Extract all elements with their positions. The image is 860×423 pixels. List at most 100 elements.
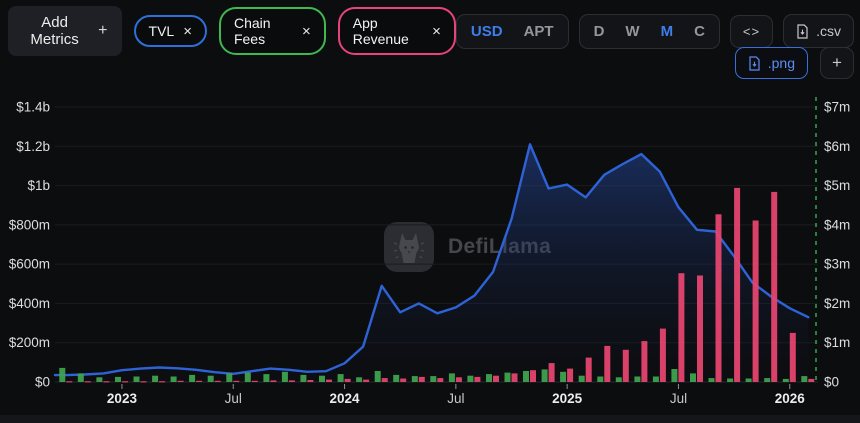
interval-option-monthly[interactable]: M: [660, 22, 674, 40]
app-revenue-bar[interactable]: [270, 380, 277, 382]
download-png-button[interactable]: .png: [734, 47, 808, 79]
app-revenue-bar[interactable]: [288, 380, 295, 382]
app-revenue-bar[interactable]: [771, 191, 778, 382]
app-revenue-bar[interactable]: [511, 373, 518, 382]
app-revenue-bar[interactable]: [344, 378, 351, 382]
chain-fees-bar[interactable]: [207, 375, 214, 382]
currency-option-usd[interactable]: USD: [470, 22, 503, 40]
app-revenue-bar[interactable]: [400, 378, 407, 383]
chain-fees-bar[interactable]: [523, 371, 529, 382]
chain-fees-bar[interactable]: [115, 376, 121, 382]
chain-fees-bar[interactable]: [374, 371, 381, 382]
app-revenue-bar[interactable]: [437, 378, 444, 382]
interval-option-cumulative[interactable]: C: [694, 22, 705, 40]
chain-fees-bar[interactable]: [319, 375, 325, 382]
chain-fees-bar[interactable]: [263, 374, 270, 382]
app-revenue-bar[interactable]: [530, 370, 536, 382]
app-revenue-bar[interactable]: [548, 363, 555, 382]
app-revenue-bar[interactable]: [418, 376, 425, 382]
chain-fees-bar[interactable]: [541, 369, 548, 382]
app-revenue-bar[interactable]: [214, 380, 221, 382]
metric-pill-tvl[interactable]: TVL ×: [133, 15, 207, 47]
chain-fees-bar[interactable]: [560, 371, 567, 382]
chain-fees-bar[interactable]: [393, 374, 400, 382]
chain-fees-bar[interactable]: [671, 369, 678, 382]
app-revenue-bar[interactable]: [159, 381, 166, 383]
chain-fees-bar[interactable]: [77, 373, 84, 382]
embed-button[interactable]: <>: [729, 14, 774, 48]
app-revenue-bar[interactable]: [381, 378, 388, 382]
app-revenue-bar[interactable]: [196, 380, 203, 382]
app-revenue-bar[interactable]: [734, 187, 741, 382]
app-revenue-bar[interactable]: [474, 376, 481, 382]
interval-option-weekly[interactable]: W: [625, 22, 640, 40]
app-revenue-bar[interactable]: [455, 377, 462, 382]
chain-fees-bar[interactable]: [578, 375, 585, 382]
app-revenue-bar[interactable]: [567, 368, 574, 382]
app-revenue-bar[interactable]: [659, 328, 666, 382]
chain-fees-bar[interactable]: [764, 378, 771, 382]
close-icon[interactable]: ×: [301, 22, 311, 40]
chain-fees-bar[interactable]: [96, 377, 103, 382]
chain-fees-bar[interactable]: [152, 375, 159, 382]
app-revenue-bar[interactable]: [622, 349, 629, 382]
app-revenue-bar[interactable]: [604, 345, 611, 382]
app-revenue-bar[interactable]: [678, 273, 685, 382]
add-chart-button[interactable]: +: [820, 47, 854, 79]
chain-fees-bar[interactable]: [745, 378, 752, 383]
chain-fees-bar[interactable]: [708, 378, 715, 382]
chain-fees-bar[interactable]: [652, 376, 659, 383]
chain-fees-bar[interactable]: [467, 375, 474, 382]
app-revenue-bar[interactable]: [233, 380, 240, 382]
chain-fees-bar[interactable]: [300, 374, 307, 382]
app-revenue-bar[interactable]: [585, 357, 592, 382]
close-icon[interactable]: ×: [183, 22, 192, 40]
chain-fees-bar[interactable]: [634, 376, 641, 383]
chain-fees-bar[interactable]: [486, 374, 492, 382]
chain-fees-bar[interactable]: [504, 372, 511, 382]
app-revenue-bar[interactable]: [66, 381, 73, 383]
chain-fees-bar[interactable]: [430, 376, 437, 382]
app-revenue-bar[interactable]: [363, 379, 370, 382]
app-revenue-bar[interactable]: [177, 380, 184, 382]
chain-fees-bar[interactable]: [690, 373, 696, 382]
chain-fees-bar[interactable]: [337, 374, 344, 382]
chain-fees-bar[interactable]: [411, 376, 418, 382]
app-revenue-bar[interactable]: [326, 379, 332, 382]
chain-fees-bar[interactable]: [597, 376, 604, 383]
currency-option-apt[interactable]: APT: [523, 22, 554, 40]
interval-option-daily[interactable]: D: [593, 22, 605, 40]
app-revenue-bar[interactable]: [122, 381, 128, 383]
add-metrics-button[interactable]: Add Metrics +: [8, 6, 122, 56]
chain-fees-bar[interactable]: [281, 371, 288, 382]
app-revenue-bar[interactable]: [752, 220, 759, 383]
app-revenue-bar[interactable]: [789, 332, 796, 382]
app-revenue-bar[interactable]: [307, 380, 314, 382]
app-revenue-bar[interactable]: [697, 275, 703, 383]
app-revenue-bar[interactable]: [251, 380, 258, 382]
app-revenue-bar[interactable]: [103, 381, 110, 383]
chain-fees-bar[interactable]: [189, 374, 196, 382]
app-revenue-bar[interactable]: [140, 381, 147, 383]
download-csv-button[interactable]: .csv: [783, 14, 854, 48]
close-icon[interactable]: ×: [432, 22, 441, 40]
chain-fees-bar[interactable]: [727, 378, 734, 383]
chain-fees-bar[interactable]: [782, 378, 789, 382]
chain-fees-bar[interactable]: [448, 373, 455, 382]
app-revenue-bar[interactable]: [808, 378, 815, 382]
chain-fees-bar[interactable]: [226, 373, 233, 382]
chain-fees-bar[interactable]: [244, 372, 251, 382]
metric-pill-app-revenue[interactable]: App Revenue ×: [337, 7, 456, 55]
chain-fees-bar[interactable]: [170, 376, 177, 383]
app-revenue-bar[interactable]: [715, 214, 722, 383]
app-revenue-bar[interactable]: [641, 341, 648, 382]
app-revenue-bar[interactable]: [84, 381, 91, 383]
chain-fees-bar[interactable]: [356, 377, 363, 382]
metric-pill-chain-fees[interactable]: Chain Fees ×: [218, 7, 326, 55]
chain-fees-bar[interactable]: [801, 376, 808, 382]
chain-fees-bar[interactable]: [133, 376, 140, 383]
app-revenue-bar[interactable]: [493, 375, 499, 382]
chain-fees-bar[interactable]: [59, 367, 66, 382]
chain-fees-bar[interactable]: [615, 377, 622, 382]
